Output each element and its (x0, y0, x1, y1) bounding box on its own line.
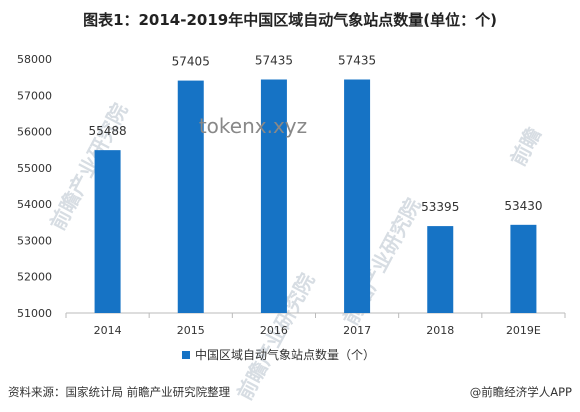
data-label: 57405 (172, 55, 210, 69)
credit-note: @前瞻经济学人APP (469, 385, 572, 399)
data-label: 55488 (88, 124, 126, 138)
data-label: 53430 (504, 199, 542, 213)
y-tick-label: 57000 (17, 89, 52, 102)
legend-swatch (182, 351, 190, 359)
bar (94, 150, 121, 313)
data-label: 57435 (255, 54, 293, 68)
x-tick-label: 2016 (260, 324, 288, 337)
x-tick-label: 2019E (506, 324, 541, 337)
x-tick-label: 2017 (343, 324, 371, 337)
x-tick-label: 2018 (426, 324, 454, 337)
axes: 51000 52000 53000 54000 55000 56000 57000 58000… (17, 53, 566, 337)
legend-label: 中国区域自动气象站点数量（个） (195, 347, 375, 362)
legend: 中国区域自动气象站点数量（个） (182, 347, 375, 362)
bar (177, 80, 204, 313)
data-label: 53395 (421, 200, 459, 214)
source-note: 资料来源：国家统计局 前瞻产业研究院整理 (8, 385, 231, 399)
bar (510, 224, 537, 313)
bar (260, 79, 287, 313)
y-tick-label: 54000 (17, 198, 52, 211)
chart-title: 图表1：2014-2019年中国区域自动气象站点数量(单位：个) (83, 11, 497, 29)
x-tick-label: 2014 (94, 324, 122, 337)
y-tick-label: 58000 (17, 53, 52, 66)
bar (344, 79, 371, 313)
y-tick-label: 51000 (17, 307, 52, 320)
y-tick-label: 53000 (17, 234, 52, 247)
overlay-watermark-text: tokenx.xyz (199, 114, 307, 138)
y-tick-label: 56000 (17, 126, 52, 139)
bars: 55488 57405 57435 57435 53395 53430 (88, 54, 543, 313)
y-tick-label: 55000 (17, 162, 52, 175)
bar (427, 226, 454, 313)
data-label: 57435 (338, 54, 376, 68)
y-tick-label: 52000 (17, 271, 52, 284)
watermark-text: 前瞻 (506, 123, 546, 170)
x-tick-label: 2015 (177, 324, 205, 337)
